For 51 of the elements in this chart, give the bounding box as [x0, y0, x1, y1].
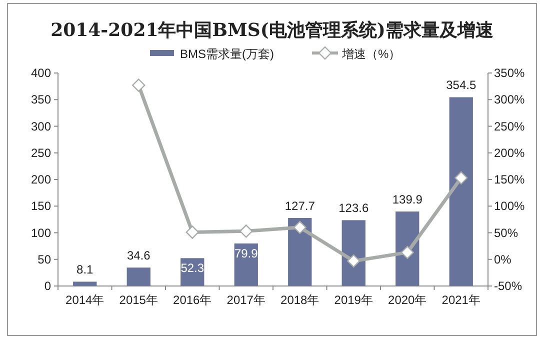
data-label: 79.9	[234, 246, 258, 260]
legend-label: BMS需求量(万套)	[180, 47, 274, 61]
y-tick-label: 400	[30, 66, 52, 80]
y2-tick-label: 150%	[494, 172, 526, 186]
y2-tick-label: 350%	[494, 66, 526, 80]
y2-tick-label: 0%	[494, 252, 512, 266]
data-label: 34.6	[126, 248, 151, 263]
x-tick-label: 2019年	[334, 293, 373, 307]
data-label: 123.6	[338, 201, 369, 216]
y-tick-label: 300	[30, 119, 52, 134]
y2-tick-label: 100%	[494, 199, 526, 214]
y-tick-label: 200	[30, 172, 52, 186]
bar	[342, 220, 366, 286]
legend-label: 增速（%）	[341, 47, 401, 61]
chart-title: 2014-2021年中国BMS(电池管理系统)需求量及增速	[50, 20, 494, 41]
x-tick-label: 2016年	[173, 293, 212, 307]
y2-tick-label: -50%	[494, 279, 522, 293]
y-tick-label: 0	[44, 279, 52, 293]
point	[240, 224, 253, 238]
point	[454, 171, 468, 185]
x-tick-label: 2018年	[280, 293, 320, 307]
point	[347, 254, 360, 268]
bar	[126, 268, 150, 286]
x-tick-label: 2020年	[388, 293, 427, 307]
bar	[234, 243, 258, 286]
data-label: 52.3	[180, 261, 204, 276]
y-tick-label: 100	[30, 226, 52, 240]
x-tick-label: 2014年	[66, 293, 104, 307]
point	[400, 246, 414, 260]
point	[293, 220, 306, 234]
bar	[396, 212, 420, 286]
y-tick-label: 50	[38, 252, 52, 266]
y2-tick-label: 50%	[494, 226, 518, 240]
bar	[73, 282, 97, 286]
y-tick-label: 350	[30, 92, 52, 107]
bar	[449, 97, 473, 286]
data-label: 139.9	[392, 192, 423, 207]
data-label: 127.7	[284, 199, 316, 213]
bar	[288, 218, 312, 286]
point	[132, 78, 146, 92]
data-label: 354.5	[446, 78, 476, 92]
data-label: 8.1	[76, 262, 94, 277]
y2-tick-label: 300%	[494, 92, 526, 107]
y-tick-label: 250	[30, 146, 52, 160]
x-tick-label: 2021年	[442, 293, 480, 307]
point	[186, 226, 199, 239]
x-tick-label: 2015年	[119, 293, 158, 307]
y2-tick-label: 250%	[494, 119, 526, 134]
y-tick-label: 150	[30, 199, 52, 214]
x-tick-label: 2017年	[226, 293, 266, 307]
y2-tick-label: 200%	[494, 146, 526, 160]
